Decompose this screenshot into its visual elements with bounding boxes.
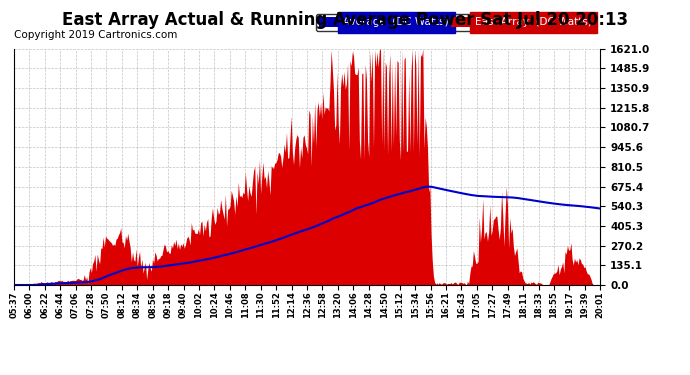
Legend: Average  (DC Watts), East Array  (DC Watts): Average (DC Watts), East Array (DC Watts… bbox=[316, 14, 595, 31]
Text: Copyright 2019 Cartronics.com: Copyright 2019 Cartronics.com bbox=[14, 30, 177, 40]
Text: East Array Actual & Running Average Power Sat Jul 20 20:13: East Array Actual & Running Average Powe… bbox=[62, 11, 628, 29]
